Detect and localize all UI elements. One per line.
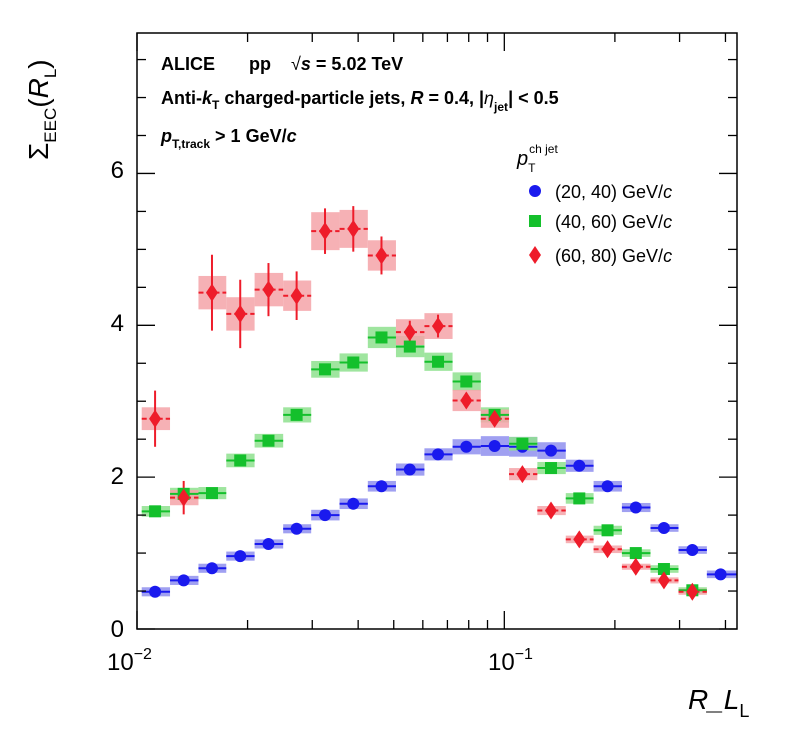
marker-s2-p8 bbox=[375, 246, 388, 265]
marker-s2-p12 bbox=[488, 409, 501, 428]
track-cut-label: pT,track > 1 GeV/c bbox=[160, 126, 297, 152]
experiment-label: ALICE pp √s = 5.02 TeV bbox=[161, 54, 403, 74]
marker-s0-p11 bbox=[460, 440, 473, 453]
marker-s2-p18 bbox=[657, 571, 670, 590]
plot-frame bbox=[136, 32, 738, 630]
marker-s0-p5 bbox=[290, 522, 303, 535]
marker-s1-p9 bbox=[403, 340, 416, 353]
marker-s0-p18 bbox=[657, 522, 670, 535]
marker-s1-p6 bbox=[319, 363, 332, 376]
marker-s1-p18 bbox=[657, 563, 670, 576]
legend-label-20-40: (20, 40) GeV/c bbox=[555, 182, 672, 202]
marker-s2-p6 bbox=[319, 222, 332, 241]
marker-s1-p7 bbox=[347, 356, 360, 369]
jet-definition-label: Anti-kT charged-particle jets, R = 0.4, … bbox=[161, 88, 559, 114]
data-markers bbox=[149, 219, 727, 601]
marker-s2-p15 bbox=[573, 530, 586, 549]
y-tick-label-2: 2 bbox=[111, 463, 124, 490]
marker-s2-p9 bbox=[403, 323, 416, 342]
marker-s2-p13 bbox=[516, 465, 529, 484]
marker-s1-p8 bbox=[375, 331, 388, 344]
y-tick-label-4: 4 bbox=[111, 310, 124, 337]
marker-s0-p0 bbox=[149, 585, 162, 598]
legend-markers bbox=[529, 185, 541, 264]
marker-s1-p4 bbox=[262, 434, 275, 447]
axis-ticks bbox=[136, 33, 737, 630]
marker-s1-p0 bbox=[149, 505, 162, 518]
marker-s1-p17 bbox=[629, 547, 642, 560]
marker-s0-p12 bbox=[488, 440, 501, 453]
marker-s0-p16 bbox=[601, 480, 614, 493]
marker-s2-p19 bbox=[686, 582, 699, 601]
marker-s1-p15 bbox=[573, 492, 586, 505]
marker-s2-p14 bbox=[545, 501, 558, 520]
legend-label-40-60: (40, 60) GeV/c bbox=[555, 212, 672, 232]
systematic-bands bbox=[141, 209, 737, 597]
legend: pTch jet (20, 40) GeV/c (40, 60) GeV/c (… bbox=[516, 142, 672, 266]
marker-s0-p9 bbox=[403, 463, 416, 476]
legend-marker-0 bbox=[529, 185, 541, 197]
marker-s2-p3 bbox=[234, 304, 247, 323]
marker-s2-p1 bbox=[177, 488, 190, 507]
marker-s1-p16 bbox=[601, 524, 614, 537]
marker-s1-p13 bbox=[516, 437, 529, 450]
marker-s1-p11 bbox=[460, 375, 473, 388]
marker-s1-p2 bbox=[205, 487, 218, 500]
marker-s0-p20 bbox=[714, 568, 727, 581]
marker-s0-p7 bbox=[347, 497, 360, 510]
marker-s0-p4 bbox=[262, 537, 275, 550]
marker-s0-p6 bbox=[319, 509, 332, 522]
x-tick-label-0.1: 10−1 bbox=[488, 646, 533, 676]
marker-s2-p16 bbox=[601, 540, 614, 559]
y-axis-title: ΣEEC(RL) bbox=[23, 59, 60, 160]
legend-title: pTch jet bbox=[516, 142, 558, 175]
marker-s0-p2 bbox=[205, 562, 218, 575]
marker-s0-p1 bbox=[177, 574, 190, 587]
marker-s2-p10 bbox=[432, 317, 445, 336]
marker-s2-p17 bbox=[629, 557, 642, 576]
marker-s0-p19 bbox=[686, 544, 699, 557]
marker-s1-p5 bbox=[290, 408, 303, 421]
y-tick-label-0: 0 bbox=[111, 616, 124, 643]
marker-s1-p14 bbox=[545, 462, 558, 475]
legend-label-60-80: (60, 80) GeV/c bbox=[555, 246, 672, 266]
y-tick-label-6: 6 bbox=[111, 157, 124, 184]
marker-s0-p8 bbox=[375, 480, 388, 493]
marker-s0-p15 bbox=[573, 459, 586, 472]
marker-s2-p11 bbox=[460, 391, 473, 410]
marker-s1-p10 bbox=[432, 355, 445, 368]
legend-marker-1 bbox=[529, 215, 541, 227]
marker-s2-p5 bbox=[290, 286, 303, 305]
marker-s2-p7 bbox=[347, 219, 360, 238]
x-axis-title: R_LL bbox=[688, 684, 749, 721]
marker-s0-p3 bbox=[234, 550, 247, 563]
marker-s2-p4 bbox=[262, 280, 275, 299]
legend-marker-2 bbox=[529, 246, 541, 264]
marker-s0-p17 bbox=[629, 501, 642, 514]
marker-s2-p0 bbox=[149, 409, 162, 428]
x-tick-label-0.01: 10−2 bbox=[107, 646, 152, 676]
marker-s1-p3 bbox=[234, 454, 247, 467]
marker-s0-p10 bbox=[432, 448, 445, 461]
marker-s2-p2 bbox=[205, 283, 218, 302]
svg-text:ΣEEC(RL): ΣEEC(RL) bbox=[23, 59, 60, 160]
marker-s0-p14 bbox=[545, 444, 558, 457]
